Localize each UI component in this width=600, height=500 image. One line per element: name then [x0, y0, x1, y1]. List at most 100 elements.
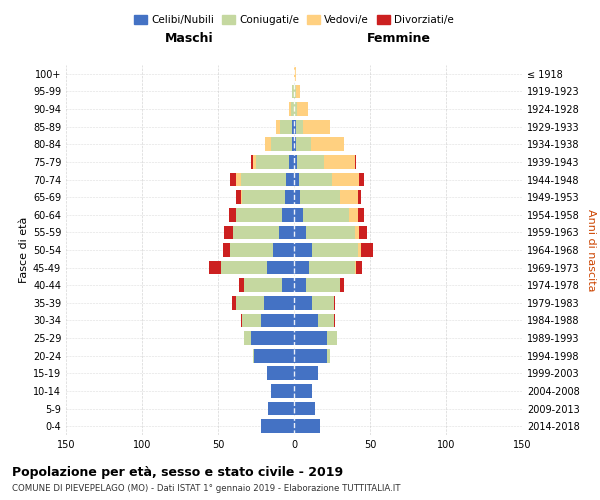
Text: Maschi: Maschi	[165, 32, 214, 44]
Bar	[230, 172, 236, 186]
Bar	[294, 67, 296, 80]
Bar	[294, 155, 297, 169]
Bar	[319, 314, 334, 328]
Bar	[273, 243, 294, 257]
Bar	[358, 243, 361, 257]
Bar	[279, 226, 294, 239]
Bar	[294, 420, 320, 433]
Bar	[325, 155, 355, 169]
Bar	[355, 260, 356, 274]
Bar	[311, 138, 344, 151]
Bar	[294, 208, 303, 222]
Text: Femmine: Femmine	[367, 32, 431, 44]
Bar	[286, 172, 294, 186]
Bar	[359, 172, 364, 186]
Bar	[230, 243, 273, 257]
Bar	[294, 260, 309, 274]
Bar	[236, 172, 241, 186]
Bar	[299, 172, 332, 186]
Bar	[294, 366, 319, 380]
Bar	[253, 155, 256, 169]
Bar	[260, 420, 294, 433]
Bar	[232, 296, 236, 310]
Bar	[223, 243, 230, 257]
Text: Popolazione per età, sesso e stato civile - 2019: Popolazione per età, sesso e stato civil…	[12, 466, 343, 479]
Bar	[294, 102, 297, 116]
Bar	[236, 208, 282, 222]
Bar	[233, 226, 279, 239]
Bar	[244, 278, 282, 292]
Bar	[294, 278, 306, 292]
Bar	[241, 190, 242, 204]
Bar	[300, 190, 340, 204]
Bar	[285, 190, 294, 204]
Bar	[289, 155, 294, 169]
Bar	[312, 243, 358, 257]
Bar	[303, 208, 349, 222]
Y-axis label: Fasce di età: Fasce di età	[19, 217, 29, 283]
Bar	[294, 84, 296, 98]
Text: COMUNE DI PIEVEPELAGO (MO) - Dati ISTAT 1° gennaio 2019 - Elaborazione TUTTITALI: COMUNE DI PIEVEPELAGO (MO) - Dati ISTAT …	[12, 484, 401, 493]
Bar	[328, 349, 331, 362]
Bar	[294, 120, 296, 134]
Bar	[332, 172, 359, 186]
Bar	[294, 384, 312, 398]
Bar	[297, 155, 325, 169]
Bar	[294, 243, 312, 257]
Y-axis label: Anni di nascita: Anni di nascita	[586, 209, 596, 291]
Bar	[294, 138, 296, 151]
Bar	[280, 120, 292, 134]
Bar	[294, 296, 312, 310]
Bar	[328, 331, 337, 345]
Bar	[244, 331, 251, 345]
Bar	[268, 402, 294, 415]
Bar	[358, 190, 361, 204]
Bar	[209, 260, 221, 274]
Bar	[276, 120, 280, 134]
Bar	[263, 296, 294, 310]
Bar	[266, 260, 294, 274]
Bar	[224, 226, 233, 239]
Bar	[294, 349, 328, 362]
Bar	[294, 331, 328, 345]
Bar	[236, 296, 263, 310]
Bar	[251, 155, 253, 169]
Bar	[265, 138, 271, 151]
Bar	[355, 155, 356, 169]
Bar	[306, 278, 340, 292]
Bar	[241, 314, 242, 328]
Bar	[260, 314, 294, 328]
Bar	[294, 190, 300, 204]
Bar	[256, 155, 289, 169]
Bar	[271, 138, 292, 151]
Bar	[266, 366, 294, 380]
Bar	[291, 102, 294, 116]
Bar	[309, 260, 355, 274]
Bar	[239, 278, 244, 292]
Bar	[358, 208, 364, 222]
Bar	[296, 138, 311, 151]
Bar	[334, 314, 335, 328]
Bar	[296, 84, 300, 98]
Bar	[254, 349, 294, 362]
Bar	[289, 102, 291, 116]
Bar	[294, 226, 306, 239]
Bar	[349, 208, 358, 222]
Bar	[312, 296, 334, 310]
Bar	[340, 190, 358, 204]
Bar	[282, 208, 294, 222]
Legend: Celibi/Nubili, Coniugati/e, Vedovi/e, Divorziati/e: Celibi/Nubili, Coniugati/e, Vedovi/e, Di…	[130, 11, 458, 30]
Bar	[297, 102, 308, 116]
Bar	[334, 296, 335, 310]
Bar	[306, 226, 355, 239]
Bar	[292, 120, 294, 134]
Bar	[253, 349, 254, 362]
Bar	[251, 331, 294, 345]
Bar	[241, 172, 286, 186]
Bar	[303, 120, 331, 134]
Bar	[292, 138, 294, 151]
Bar	[294, 314, 319, 328]
Bar	[294, 402, 315, 415]
Bar	[242, 314, 260, 328]
Bar	[271, 384, 294, 398]
